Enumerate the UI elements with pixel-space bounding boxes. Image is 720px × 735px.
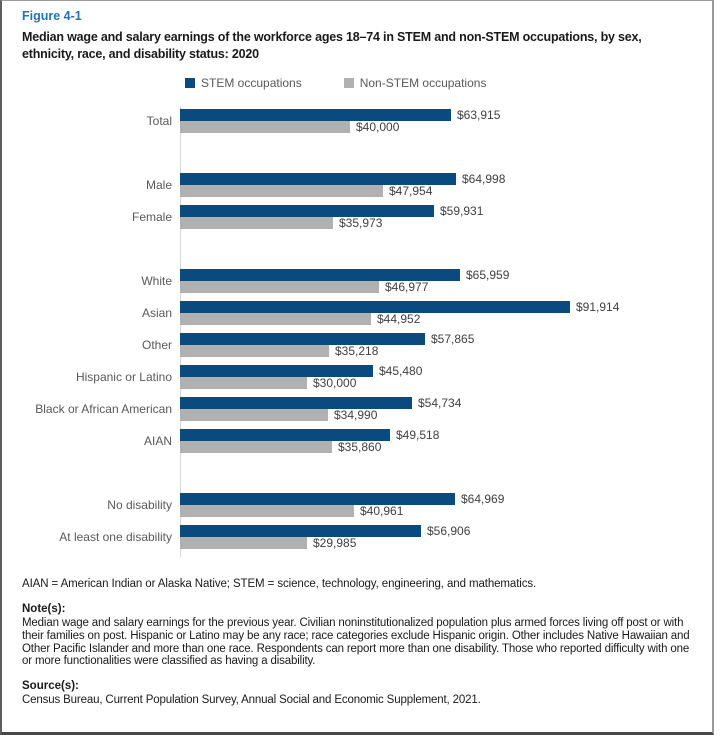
abbreviation-note: AIAN = American Indian or Alaska Native;… [22,578,537,590]
bar-pair: $64,998 $47,954 [180,172,680,198]
figure-title: Median wage and salary earnings of the w… [22,30,642,61]
stem-legend-swatch-icon [185,78,195,88]
bar-row: AIAN $49,518 $35,860 [22,428,694,454]
bar-row: Black or African American $54,734 $34,990 [22,396,694,422]
nonstem-bar: $44,952 [180,312,420,326]
stem-bar: $57,865 [180,332,474,346]
stem-value-label: $49,518 [396,428,440,442]
stem-value-label: $57,865 [431,332,475,346]
nonstem-value-label: $35,218 [335,344,379,358]
notes-text: Median wage and salary earnings for the … [22,617,690,668]
nonstem-bar: $47,954 [180,184,432,198]
stem-value-label: $91,914 [576,300,620,314]
sources-text: Census Bureau, Current Population Survey… [22,694,481,707]
bar-group-ethnicity-race: White $65,959 $46,977 Asian $91,914 $44,952 Ot… [22,268,694,454]
nonstem-value-label: $29,985 [313,536,357,550]
stem-bar: $54,734 [180,396,461,410]
bar-pair: $63,915 $40,000 [180,108,680,134]
category-label: Asian [141,306,172,320]
bar-row: White $65,959 $46,977 [22,268,694,294]
stem-bar: $56,906 [180,524,470,538]
category-label: Other [141,338,172,352]
bar-row: Total $63,915 $40,000 [22,108,694,134]
legend-item-stem: STEM occupations [185,76,302,90]
bar-chart: Total $63,915 $40,000 Male $64,998 $47,954 Fem… [22,106,694,557]
bar-pair: $56,906 $29,985 [180,524,680,550]
nonstem-legend-swatch-icon [343,78,354,88]
nonstem-bar: $30,000 [180,376,356,390]
category-label: Hispanic or Latino [75,370,172,384]
chart-legend: STEM occupations Non-STEM occupations [185,76,694,90]
bar-row: No disability $64,969 $40,961 [22,492,694,518]
figure-footer: AIAN = American Indian or Alaska Native;… [22,577,694,707]
nonstem-bar: $40,961 [180,504,403,518]
nonstem-bar: $34,990 [180,408,377,422]
stem-bar: $63,915 [180,108,500,122]
stem-bar: $49,518 [180,428,439,442]
nonstem-value-label: $47,954 [389,184,433,198]
bar-row: At least one disability $56,906 $29,985 [22,524,694,550]
figure-number-label: Figure 4-1 [22,9,82,23]
stem-value-label: $65,959 [466,268,510,282]
y-axis-line [180,106,181,557]
nonstem-value-label: $30,000 [313,376,357,390]
sources-heading: Source(s): [22,680,79,693]
bar-group-total: Total $63,915 $40,000 [22,108,694,134]
stem-value-label: $64,998 [462,172,506,186]
nonstem-bar: $35,973 [180,216,382,230]
bar-group-sex: Male $64,998 $47,954 Female $59,931 $35,973 [22,172,694,230]
category-label: Black or African American [35,402,172,416]
bar-row: Asian $91,914 $44,952 [22,300,694,326]
category-label: Male [145,178,172,192]
bar-pair: $57,865 $35,218 [180,332,680,358]
stem-value-label: $63,915 [457,108,501,122]
bar-pair: $54,734 $34,990 [180,396,680,422]
bar-row: Other $57,865 $35,218 [22,332,694,358]
bar-pair: $64,969 $40,961 [180,492,680,518]
stem-bar: $45,480 [180,364,422,378]
category-label: White [141,274,172,288]
nonstem-bar: $29,985 [180,536,356,550]
bar-pair: $59,931 $35,973 [180,204,680,230]
stem-bar: $65,959 [180,268,509,282]
bar-group-disability: No disability $64,969 $40,961 At least one … [22,492,694,550]
stem-value-label: $56,906 [427,524,471,538]
category-label: At least one disability [59,530,172,544]
nonstem-bar: $35,218 [180,344,378,358]
category-label: Female [131,210,172,224]
stem-value-label: $59,931 [440,204,484,218]
legend-label-nonstem: Non-STEM occupations [359,76,487,90]
stem-value-label: $45,480 [379,364,423,378]
bar-row: Female $59,931 $35,973 [22,204,694,230]
nonstem-value-label: $34,990 [334,408,378,422]
stem-bar: $64,969 [180,492,504,506]
stem-bar: $59,931 [180,204,483,218]
nonstem-bar: $35,860 [180,440,381,454]
stem-value-label: $54,734 [418,396,462,410]
nonstem-value-label: $35,973 [339,216,383,230]
bar-row: Male $64,998 $47,954 [22,172,694,198]
category-label: AIAN [143,434,172,448]
stem-bar: $64,998 [180,172,505,186]
notes-heading: Note(s): [22,603,66,615]
nonstem-value-label: $40,961 [360,504,404,518]
nonstem-bar: $40,000 [180,120,399,134]
nonstem-value-label: $40,000 [356,120,400,134]
bar-pair: $49,518 $35,860 [180,428,680,454]
stem-value-label: $64,969 [461,492,505,506]
category-label: No disability [107,498,172,512]
category-label: Total [146,114,172,128]
nonstem-bar: $46,977 [180,280,428,294]
bar-pair: $65,959 $46,977 [180,268,680,294]
bar-row: Hispanic or Latino $45,480 $30,000 [22,364,694,390]
legend-item-nonstem: Non-STEM occupations [343,76,487,90]
nonstem-value-label: $44,952 [377,312,421,326]
bar-pair: $91,914 $44,952 [180,300,680,326]
nonstem-value-label: $46,977 [385,280,429,294]
legend-label-stem: STEM occupations [201,76,302,90]
bar-pair: $45,480 $30,000 [180,364,680,390]
stem-bar: $91,914 [180,300,619,314]
nonstem-value-label: $35,860 [338,440,382,454]
